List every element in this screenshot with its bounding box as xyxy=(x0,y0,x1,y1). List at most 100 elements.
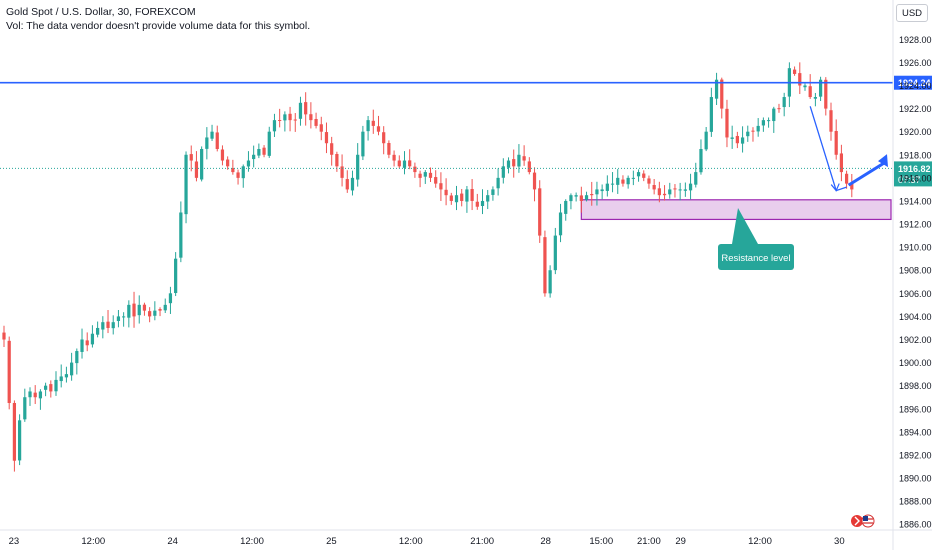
candle xyxy=(314,112,318,129)
candle-body xyxy=(33,392,37,398)
candle-body xyxy=(158,309,162,311)
candle xyxy=(402,151,407,175)
candle-body xyxy=(345,179,349,190)
symbol-title[interactable]: Gold Spot / U.S. Dollar, 30, FOREXCOM xyxy=(6,6,196,18)
candle-body xyxy=(766,120,771,122)
candle xyxy=(205,127,209,160)
candle xyxy=(163,298,167,314)
candle-body xyxy=(673,188,677,190)
candle xyxy=(590,181,594,206)
candle-body xyxy=(740,137,745,144)
candle xyxy=(366,115,370,141)
candle-body xyxy=(569,195,573,202)
candle xyxy=(12,400,17,472)
price-tick-label: 1902.00 xyxy=(899,335,932,345)
candle xyxy=(818,76,823,102)
candle xyxy=(527,157,531,175)
candle xyxy=(839,144,844,182)
candle-body xyxy=(844,173,849,184)
candle-body xyxy=(23,397,27,420)
candle-body xyxy=(694,172,698,185)
candle xyxy=(148,307,152,323)
candle-body xyxy=(647,178,651,184)
candle-body xyxy=(517,154,521,167)
time-tick-label: 12:00 xyxy=(81,536,105,547)
time-axis[interactable]: 23 12:00 24 12:00 25 12:00 21:00 28 15:00 21:00 29… xyxy=(0,529,932,547)
candle xyxy=(652,178,656,195)
candle-body xyxy=(122,316,126,318)
candle xyxy=(257,143,261,159)
price-axis[interactable]: 1928.00 1926.00 1924.00 1922.00 1920.00 1918.… xyxy=(892,0,932,550)
candle-body xyxy=(522,156,526,161)
candle xyxy=(423,170,427,184)
candle xyxy=(678,182,682,201)
candle xyxy=(272,113,277,137)
candle xyxy=(345,170,349,193)
candle-body xyxy=(163,304,167,311)
candle-body xyxy=(28,391,32,398)
candle xyxy=(636,169,641,182)
candle xyxy=(512,149,516,178)
candle xyxy=(834,119,838,160)
candle-body xyxy=(324,132,329,144)
candle-body xyxy=(142,304,147,311)
candle-body xyxy=(2,332,6,340)
countdown-text: 07:37 xyxy=(898,175,921,185)
candle-body xyxy=(631,177,635,179)
price-tick-label: 1906.00 xyxy=(899,289,932,299)
candle xyxy=(189,145,193,172)
candle-body xyxy=(501,166,505,178)
candle xyxy=(101,316,105,339)
candle-body xyxy=(558,212,563,236)
candle-body xyxy=(189,154,193,161)
candle-body xyxy=(382,132,386,144)
currency-button[interactable]: USD xyxy=(896,4,928,22)
candle-body xyxy=(413,166,417,173)
candle-body xyxy=(101,322,105,330)
price-tick-label: 1888.00 xyxy=(899,497,932,507)
candle xyxy=(792,66,797,76)
candle-body xyxy=(683,189,687,191)
candle xyxy=(746,125,750,142)
candle xyxy=(714,72,719,106)
candle xyxy=(470,179,474,211)
candle-body xyxy=(12,402,17,461)
last-price-text: 1916.82 xyxy=(898,164,931,174)
candle-body xyxy=(850,183,854,190)
candle xyxy=(735,131,739,149)
candle-body xyxy=(460,193,464,201)
candle-body xyxy=(751,130,755,132)
candle-body xyxy=(688,183,693,191)
price-tick-label: 1924.00 xyxy=(899,81,932,91)
price-tick-label: 1896.00 xyxy=(899,404,932,414)
candle xyxy=(319,116,323,141)
candle-body xyxy=(720,79,724,109)
candle-body xyxy=(111,322,115,329)
candle-body xyxy=(434,177,438,184)
candle xyxy=(236,169,240,185)
candle xyxy=(85,332,89,352)
candle-body xyxy=(803,85,807,88)
candle xyxy=(418,170,422,188)
candle-body xyxy=(777,108,781,110)
candle-body xyxy=(553,235,557,271)
candle-body xyxy=(813,97,818,99)
candle xyxy=(668,182,672,199)
candle-body xyxy=(808,86,812,98)
candle-body xyxy=(288,113,292,121)
candle xyxy=(293,113,297,132)
candle-body xyxy=(480,200,485,207)
candle-body xyxy=(402,160,407,168)
candle xyxy=(538,180,542,243)
candle-body xyxy=(824,79,828,109)
candle-body xyxy=(179,212,183,258)
callout-pointer xyxy=(732,208,758,244)
candle-body xyxy=(304,102,308,115)
time-tick-label: 30 xyxy=(834,536,845,547)
candle-body xyxy=(506,160,511,168)
candle xyxy=(772,106,776,133)
candle-body xyxy=(792,69,797,74)
candle xyxy=(116,309,121,328)
